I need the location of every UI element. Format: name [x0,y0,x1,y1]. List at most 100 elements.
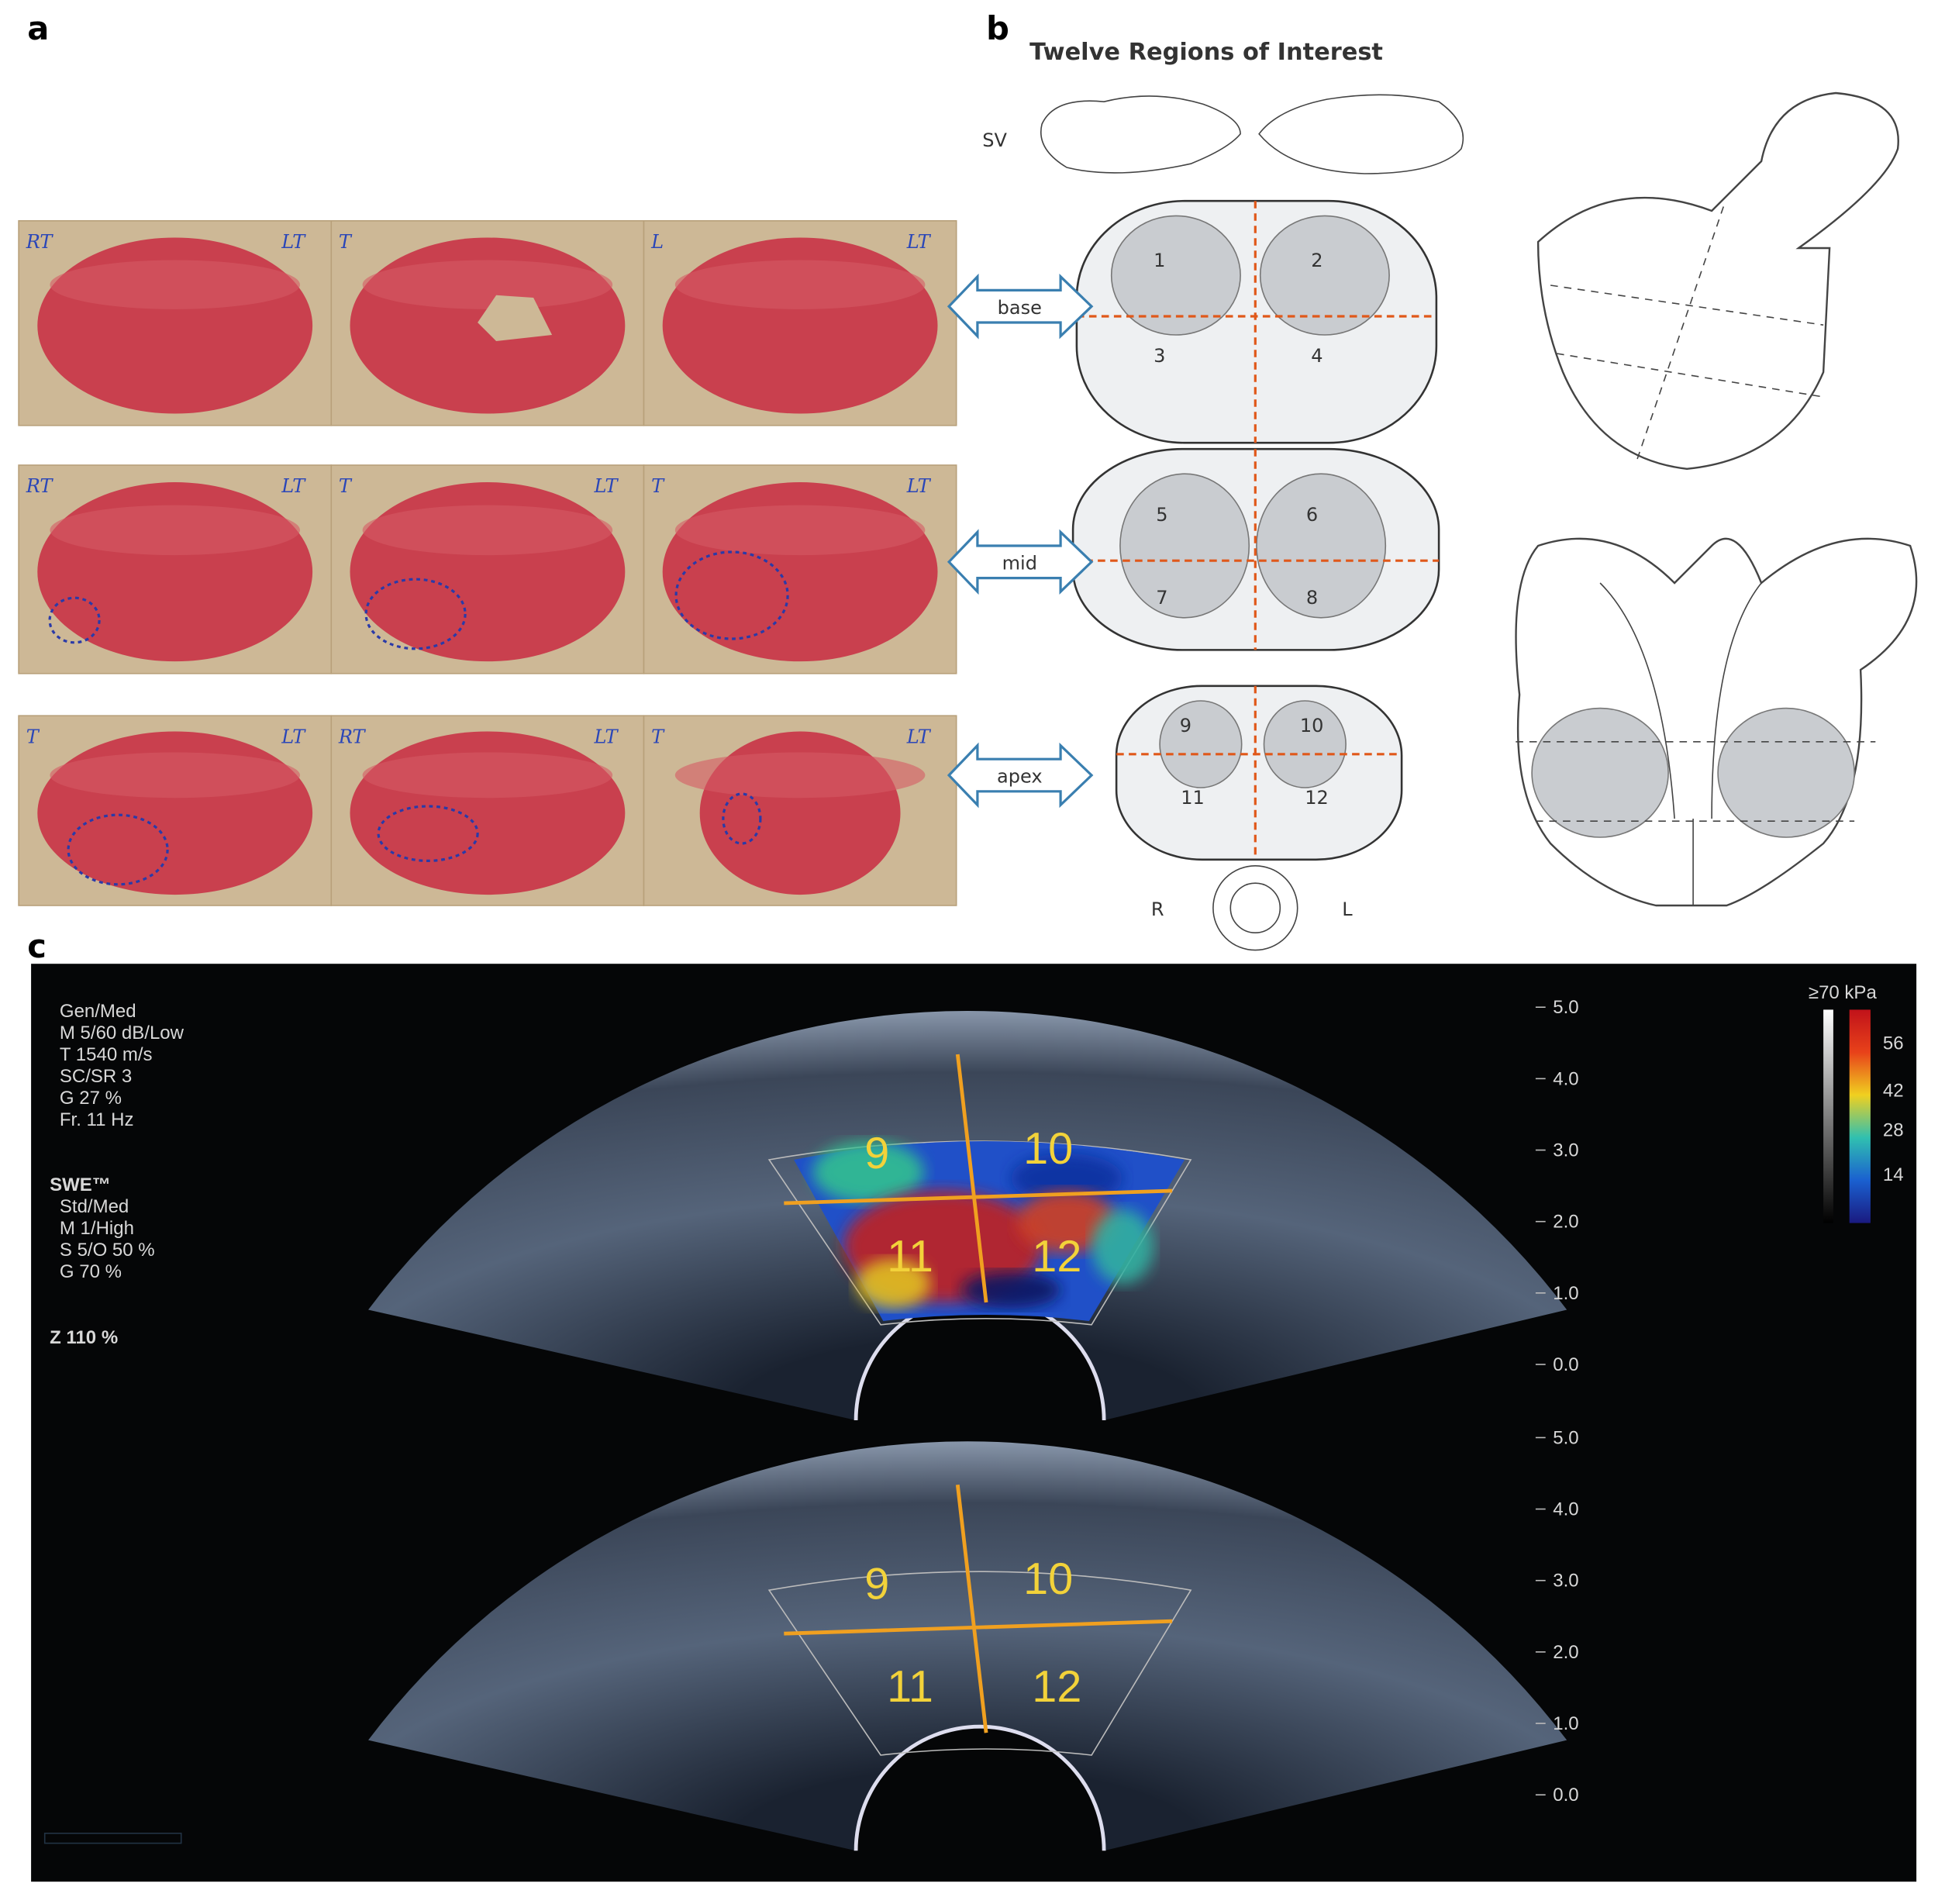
slide-mark: LT [594,726,619,747]
region-number: 1 [1154,250,1165,271]
depth-label: 3.0 [1553,1571,1578,1592]
region-number: 6 [1306,504,1318,526]
ultrasound-sector [368,1441,1567,1851]
tissue-shade [674,752,926,799]
peripheral-zone [1119,473,1250,619]
swe-patch [856,1259,931,1309]
slide-mark: T [26,726,40,747]
panel-a: a RT LT T L LT RT LT T LT T LT T LT RT LT T LT [18,9,957,906]
panel-label: a [27,9,49,47]
peripheral-zone [1263,700,1347,788]
peripheral-zone [1717,707,1855,838]
region-number: 3 [1154,345,1165,367]
setting-line: T 1540 m/s [60,1044,153,1065]
tissue-shade [362,752,613,799]
slide-mark: LT [906,475,932,497]
colorbar-label: 28 [1883,1120,1904,1141]
depth-label: 1.0 [1553,1713,1578,1734]
depth-label: 5.0 [1553,997,1578,1018]
swe-line: S 5/O 50 % [60,1240,155,1261]
slide-mark: RT [26,475,54,497]
swe-line: Std/Med [60,1196,129,1217]
zoom: Z 110 % [50,1327,118,1348]
prostate-outline [1115,685,1403,861]
depth-label: 2.0 [1553,1212,1578,1233]
region-number: 2 [1311,250,1323,271]
slide-mark: LT [281,726,306,747]
swe-line: SWE™ [50,1174,111,1195]
level-name: mid [1002,552,1037,574]
peripheral-zone [1531,707,1669,838]
slide-mark: LT [281,475,306,497]
coronal-sketch [1515,537,1918,907]
crosshair [955,1054,988,1303]
region-number: 10 [1023,1554,1073,1604]
tumor-outline [674,550,789,640]
setting-line: SC/SR 3 [60,1066,132,1087]
tissue-shade [674,260,926,309]
tissue-shade [50,752,300,799]
region-number: 9 [864,1559,889,1609]
peripheral-zone [1110,215,1241,336]
panel-label: c [27,927,47,965]
rectum-inner [1229,882,1281,933]
crosshair [784,1188,1173,1206]
rectum-outer [1212,865,1298,951]
grayscale-bar [1823,1009,1833,1223]
swe-patch [812,1141,925,1203]
sagittal-dashes [1550,204,1824,460]
depth-label: 0.0 [1553,1354,1578,1375]
level-arrow [947,529,1094,595]
region-number: 4 [1311,345,1323,367]
peripheral-zone [1256,473,1387,619]
tissue-shade [362,260,613,309]
region-number: 11 [887,1662,933,1712]
setting-line: G 27 % [60,1088,122,1109]
region-number: 11 [1181,787,1205,809]
seminal-vesicle [1258,94,1464,174]
region-number: 9 [864,1129,889,1178]
tissue-shade [50,260,300,309]
panel-label: b [986,9,1009,47]
crosshair [784,1619,1173,1636]
elasticity-bar [1849,1009,1871,1223]
level-arrow [947,273,1094,340]
orientation-left: L [1342,899,1353,920]
level-arrow [947,742,1094,809]
depth-label: 2.0 [1553,1642,1578,1663]
ducts [1599,582,1762,905]
slide-mark: LT [906,726,932,747]
peripheral-zone [1259,215,1390,336]
slide-mark: RT [338,726,367,747]
slide-mark: L [650,231,664,253]
roi-box [767,1571,1192,1756]
tumor-outline [377,805,479,862]
swe-patch [1091,1209,1154,1284]
urethra-hole [478,295,553,341]
swe-map [794,1141,1185,1321]
tissue-shade [362,505,613,556]
sv-label: SV [982,129,1007,151]
swe-line: M 1/High [60,1218,134,1239]
region-number: 7 [1156,587,1167,609]
slide-mark: T [651,475,665,497]
progress-bar [43,1833,182,1844]
setting-line: Gen/Med [60,1001,136,1022]
slide-mark: LT [906,231,932,253]
depth-label: 0.0 [1553,1785,1578,1806]
slide-mark: T [651,726,665,747]
slide-mark: T [339,475,353,497]
setting-line: M 5/60 dB/Low [60,1023,184,1043]
depth-label: 1.0 [1553,1283,1578,1304]
level-name: apex [997,766,1043,788]
region-number: 12 [1032,1662,1081,1712]
depth-label: 5.0 [1553,1427,1578,1448]
region-number: 9 [1180,715,1191,736]
slide-mark: RT [26,231,54,253]
colorbar-label: 42 [1883,1080,1904,1101]
region-number: 11 [887,1232,933,1281]
